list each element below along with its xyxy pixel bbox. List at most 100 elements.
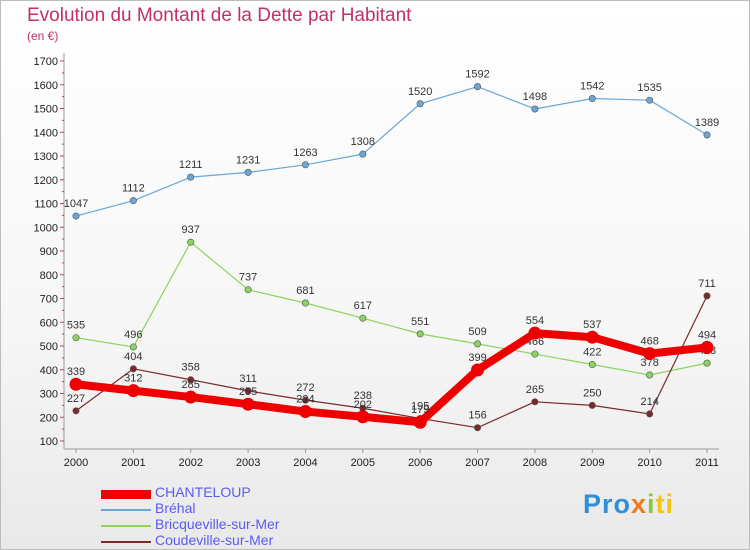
y-tick-label: 1500 [34, 104, 58, 116]
data-label: 937 [182, 224, 200, 236]
data-label: 737 [239, 272, 257, 284]
data-label: 227 [67, 393, 85, 405]
data-label: 1263 [293, 147, 317, 159]
data-point [244, 286, 252, 294]
data-point [474, 340, 482, 348]
data-label: 214 [640, 396, 658, 408]
data-label: 202 [354, 399, 372, 411]
legend-label: CHANTELOUP [155, 484, 251, 500]
data-label: 1211 [179, 159, 203, 171]
y-tick-label: 1100 [34, 199, 58, 211]
data-label: 551 [411, 316, 429, 328]
data-point [646, 96, 654, 104]
logo-part: x [631, 489, 648, 519]
data-label: 1308 [351, 136, 375, 148]
data-label: 494 [698, 329, 716, 341]
data-point [241, 397, 255, 411]
data-label: 468 [640, 336, 658, 348]
x-tick-label: 2007 [465, 457, 489, 469]
y-tick-label: 500 [40, 341, 58, 353]
data-point [646, 371, 654, 379]
data-label: 496 [124, 329, 142, 341]
data-point [301, 299, 309, 307]
y-tick-label: 1400 [34, 127, 58, 139]
data-label: 156 [468, 410, 486, 422]
data-point [187, 238, 195, 246]
data-point [301, 396, 309, 404]
data-point [531, 398, 539, 406]
legend-swatch [101, 541, 151, 543]
data-point [588, 95, 596, 103]
data-label: 1047 [64, 198, 88, 210]
data-label: 358 [182, 362, 200, 374]
chart-subtitle: (en €) [27, 29, 59, 43]
data-label: 250 [583, 387, 601, 399]
data-point [646, 410, 654, 418]
data-point [528, 326, 542, 340]
data-label: 1542 [580, 81, 604, 93]
data-label: 1498 [523, 91, 547, 103]
data-label: 1389 [695, 117, 719, 129]
data-point [474, 83, 482, 91]
data-point [359, 150, 367, 158]
data-point [531, 350, 539, 358]
data-label: 265 [526, 384, 544, 396]
data-label: 711 [698, 278, 716, 290]
data-point [471, 363, 485, 377]
x-tick-label: 2008 [523, 457, 547, 469]
x-tick-label: 2002 [178, 457, 202, 469]
series-line-Bréhal [75, 86, 708, 217]
chart-title: Evolution du Montant de la Dette par Hab… [27, 5, 412, 26]
data-label: 224 [296, 394, 314, 406]
data-point [700, 340, 714, 354]
data-label: 378 [640, 357, 658, 369]
y-tick-label: 800 [40, 270, 58, 282]
data-label: 404 [124, 351, 142, 363]
data-point [359, 314, 367, 322]
x-tick-label: 2006 [408, 457, 432, 469]
data-label: 1535 [637, 82, 661, 94]
x-tick-label: 2001 [121, 457, 145, 469]
series-line-Coudeville-sur-Mer [75, 295, 708, 429]
data-point [416, 100, 424, 108]
x-tick-label: 2011 [695, 457, 719, 469]
y-tick-label: 1000 [34, 222, 58, 234]
x-tick-label: 2005 [351, 457, 375, 469]
data-point [416, 330, 424, 338]
data-point [187, 173, 195, 181]
y-tick-label: 1600 [34, 80, 58, 92]
x-tick-label: 2009 [580, 457, 604, 469]
data-point [187, 376, 195, 384]
y-tick-label: 700 [40, 294, 58, 306]
data-label: 422 [583, 347, 601, 359]
x-tick-label: 2003 [236, 457, 260, 469]
y-tick-label: 1200 [34, 175, 58, 187]
data-point [474, 424, 482, 432]
legend-label: Bréhal [155, 500, 196, 516]
data-point [129, 365, 137, 373]
data-point [703, 292, 711, 300]
data-point [72, 212, 80, 220]
data-label: 311 [239, 373, 257, 385]
series-line-CHANTELOUP [72, 329, 711, 427]
data-label: 285 [182, 379, 200, 391]
legend-swatch [101, 525, 151, 527]
data-label: 255 [239, 386, 257, 398]
data-point [531, 105, 539, 113]
data-point [643, 347, 657, 361]
legend-label: Coudeville-sur-Mer [155, 532, 274, 548]
series-line-Bricqueville-sur-Mer [75, 241, 708, 376]
data-label: 1520 [408, 86, 432, 98]
data-label: 195 [411, 400, 429, 412]
legend-label: Bricqueville-sur-Mer [155, 516, 280, 532]
y-tick-label: 200 [40, 412, 58, 424]
data-point [244, 387, 252, 395]
data-point [298, 405, 312, 419]
data-label: 238 [354, 390, 372, 402]
data-point [129, 343, 137, 351]
data-point [184, 390, 198, 404]
data-label: 681 [296, 285, 314, 297]
data-point [72, 407, 80, 415]
data-label: 312 [124, 373, 142, 385]
